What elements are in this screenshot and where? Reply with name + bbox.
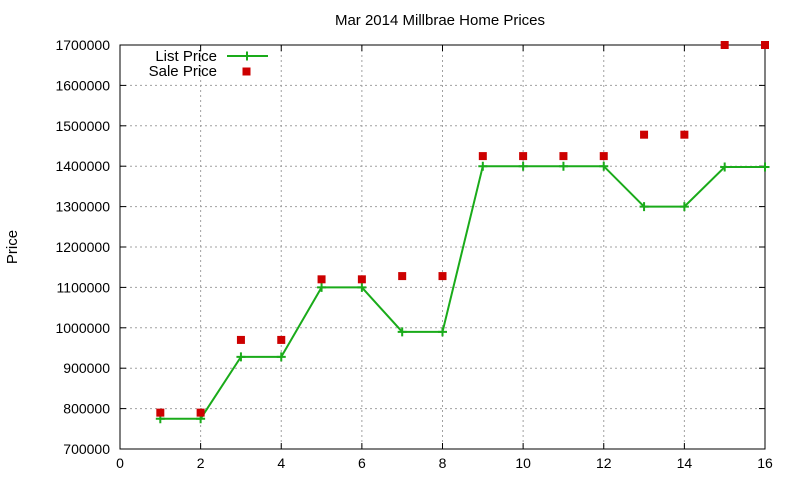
legend-marker-sale-price [242,67,251,76]
sale-price-point [196,408,205,417]
sale-price-point [438,272,447,281]
x-tick-label: 16 [757,455,773,471]
y-tick-label: 1300000 [55,199,110,215]
y-tick-label: 1100000 [57,279,111,295]
x-tick-label: 0 [116,455,124,471]
x-tick-label: 8 [439,455,447,471]
x-tick-label: 6 [358,455,366,471]
y-tick-label: 900000 [63,360,110,376]
list-price-point [357,282,367,292]
sale-price-point [277,335,286,344]
x-tick-label: 14 [677,455,693,471]
y-tick-label: 1200000 [55,239,110,255]
list-price-point [679,202,689,212]
sale-price-point [720,41,729,49]
legend-label-list-price: List Price [155,48,217,65]
sale-price-point [761,41,769,49]
y-tick-label: 1500000 [55,118,110,134]
list-price-point [438,327,447,337]
list-price-point [720,162,730,172]
sale-price-point [156,408,165,417]
sale-price-point [680,130,689,139]
list-price-point [760,162,770,172]
sale-price-point [478,152,487,161]
list-price-point [639,202,649,212]
list-price-point [478,161,488,171]
sale-price-point [236,335,245,344]
sale-price-point [317,275,326,284]
x-tick-label: 2 [197,455,205,471]
chart-title: Mar 2014 Millbrae Home Prices [335,12,545,29]
x-tick-label: 10 [515,455,531,471]
sale-price-point [519,152,528,161]
y-axis-title: Price [4,230,21,264]
series-layer [155,41,770,424]
list-price-point [558,161,568,171]
y-tick-label: 1600000 [55,77,110,93]
legend: List Price Sale Price [149,48,268,80]
sale-price-point [559,152,568,161]
list-price-point [276,352,286,362]
y-tick-label: 700000 [63,441,110,457]
sale-price-point [357,275,366,284]
sale-price-point [640,130,649,139]
list-price-point [236,352,246,362]
list-price-line [160,165,765,420]
legend-marker-list-price [242,51,252,61]
y-tick-label: 1400000 [55,158,110,174]
legend-label-sale-price: Sale Price [149,63,217,80]
axis-ticks: 0 2 4 6 8 10 12 14 16 700000 800000 900000 1000000 11… [55,37,773,471]
grid-lines [120,45,765,449]
list-price-point [518,161,528,171]
y-tick-label: 1000000 [55,320,110,336]
sale-price-point [398,272,407,281]
list-price-point [317,282,327,292]
list-price-point [599,161,609,171]
x-tick-label: 4 [277,455,285,471]
y-tick-label: 1700000 [55,37,110,53]
list-price-point [397,327,407,337]
y-tick-label: 800000 [63,401,110,417]
sale-price-point [599,152,608,161]
x-tick-label: 12 [596,455,612,471]
